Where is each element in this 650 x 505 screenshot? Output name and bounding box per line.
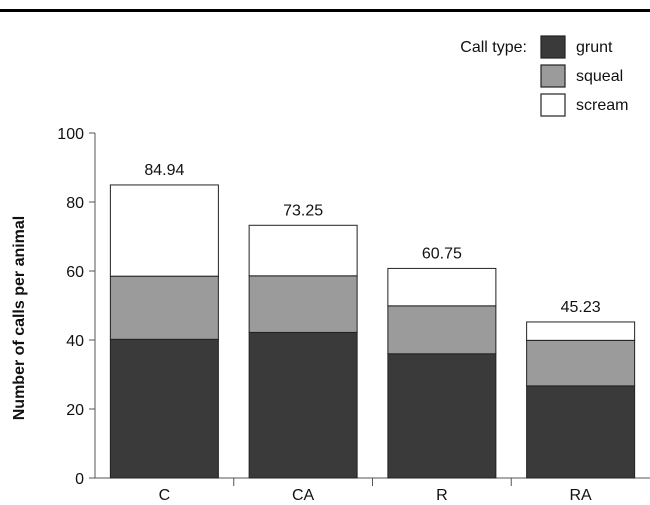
bar-segment-scream xyxy=(526,321,636,341)
bar-segment-scream xyxy=(248,224,358,277)
total-labels: 84.94 73.25 60.75 45.23 xyxy=(144,162,600,316)
x-axis: C CA R RA xyxy=(95,477,650,504)
bar-segment-scream xyxy=(109,184,219,277)
bar-segment-grunt xyxy=(248,331,358,479)
bars xyxy=(109,184,636,479)
bar-segment-grunt xyxy=(109,338,219,479)
total-label: 45.23 xyxy=(561,299,601,316)
x-tick-label: RA xyxy=(570,487,593,504)
bar-segment-squeal xyxy=(526,339,636,387)
x-tick-label: C xyxy=(159,487,171,504)
y-tick-label: 0 xyxy=(75,471,84,488)
total-label: 73.25 xyxy=(283,202,323,219)
legend-swatch-grunt xyxy=(540,35,566,59)
total-label: 84.94 xyxy=(144,162,184,179)
x-tick-label: R xyxy=(436,487,448,504)
y-axis-label: Number of calls per animal xyxy=(11,216,28,421)
bar-segment-scream xyxy=(387,267,497,307)
y-tick-label: 40 xyxy=(66,333,84,350)
top-rule xyxy=(0,9,650,12)
x-tick-label: CA xyxy=(292,487,315,504)
bar-segment-squeal xyxy=(109,275,219,340)
bar-segment-grunt xyxy=(387,353,497,479)
y-tick-label: 80 xyxy=(66,195,84,212)
y-tick-label: 20 xyxy=(66,402,84,419)
legend-label-scream: scream xyxy=(576,97,628,114)
legend-swatch-squeal xyxy=(540,64,566,88)
legend-label-squeal: squeal xyxy=(576,68,623,85)
y-tick-label: 60 xyxy=(66,264,84,281)
bar-segment-squeal xyxy=(248,275,358,333)
total-label: 60.75 xyxy=(422,245,462,262)
bar-segment-grunt xyxy=(526,385,636,479)
y-axis: 0 20 40 60 80 100 xyxy=(57,126,96,488)
legend-swatch-scream xyxy=(540,93,566,117)
legend-label-grunt: grunt xyxy=(576,39,613,56)
bar-segment-squeal xyxy=(387,305,497,355)
legend-title: Call type: xyxy=(460,39,527,56)
y-tick-label: 100 xyxy=(57,126,84,143)
legend: Call type: grunt squeal scream xyxy=(460,35,628,117)
